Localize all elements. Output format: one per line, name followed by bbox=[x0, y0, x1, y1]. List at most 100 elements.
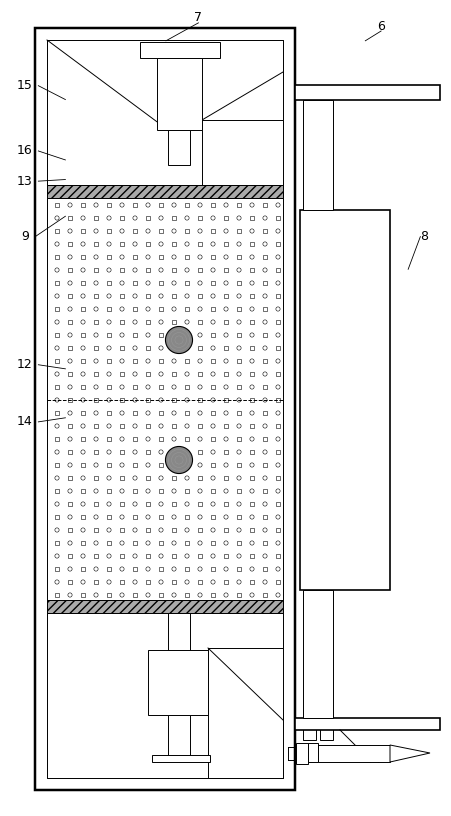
Bar bbox=[93, 242, 98, 246]
Bar bbox=[224, 553, 229, 558]
Bar bbox=[120, 424, 124, 428]
Bar bbox=[198, 320, 202, 325]
Bar bbox=[249, 527, 254, 533]
Bar bbox=[35, 28, 295, 790]
Bar bbox=[146, 215, 151, 220]
Bar bbox=[249, 320, 254, 325]
Bar bbox=[224, 242, 229, 246]
Bar bbox=[211, 255, 216, 259]
Bar bbox=[236, 255, 241, 259]
Bar bbox=[120, 502, 124, 507]
Bar bbox=[249, 371, 254, 376]
Bar bbox=[224, 502, 229, 507]
Bar bbox=[236, 540, 241, 545]
Text: 14: 14 bbox=[17, 415, 32, 428]
Bar bbox=[249, 553, 254, 558]
Bar bbox=[158, 566, 163, 571]
Bar bbox=[276, 345, 281, 351]
Bar bbox=[198, 215, 202, 220]
Bar bbox=[146, 345, 151, 351]
Bar bbox=[106, 384, 111, 389]
Bar bbox=[93, 294, 98, 299]
Bar bbox=[68, 371, 73, 376]
Bar bbox=[171, 242, 176, 246]
Bar bbox=[320, 100, 333, 740]
Bar bbox=[276, 320, 281, 325]
Bar bbox=[303, 100, 316, 740]
Bar bbox=[55, 437, 60, 441]
Bar bbox=[68, 579, 73, 584]
Bar bbox=[146, 268, 151, 273]
Bar bbox=[158, 384, 163, 389]
Bar bbox=[249, 268, 254, 273]
Bar bbox=[146, 579, 151, 584]
Bar bbox=[152, 755, 210, 762]
Text: 16: 16 bbox=[17, 144, 32, 157]
Bar bbox=[81, 489, 86, 494]
Bar bbox=[93, 553, 98, 558]
Bar bbox=[198, 579, 202, 584]
Bar bbox=[106, 358, 111, 363]
Bar bbox=[249, 502, 254, 507]
Bar bbox=[106, 463, 111, 468]
Bar bbox=[249, 215, 254, 220]
Bar bbox=[171, 371, 176, 376]
Bar bbox=[208, 648, 283, 778]
Bar bbox=[184, 463, 189, 468]
Bar bbox=[93, 345, 98, 351]
Bar bbox=[198, 424, 202, 428]
Bar bbox=[262, 228, 267, 233]
Bar bbox=[93, 579, 98, 584]
Bar bbox=[55, 384, 60, 389]
Bar bbox=[224, 215, 229, 220]
Bar bbox=[133, 515, 138, 520]
Bar bbox=[198, 476, 202, 481]
Bar bbox=[236, 307, 241, 312]
Bar bbox=[198, 527, 202, 533]
Bar bbox=[120, 527, 124, 533]
Text: 12: 12 bbox=[17, 358, 32, 371]
Bar bbox=[295, 718, 440, 730]
Bar bbox=[158, 410, 163, 415]
Bar bbox=[211, 540, 216, 545]
Bar bbox=[236, 566, 241, 571]
Bar bbox=[146, 450, 151, 455]
Bar bbox=[158, 515, 163, 520]
Bar bbox=[68, 424, 73, 428]
Bar bbox=[171, 450, 176, 455]
Bar bbox=[276, 371, 281, 376]
Text: 7: 7 bbox=[194, 11, 202, 24]
Bar bbox=[106, 281, 111, 286]
Bar bbox=[158, 332, 163, 338]
Bar bbox=[146, 424, 151, 428]
Bar bbox=[81, 463, 86, 468]
Bar bbox=[171, 424, 176, 428]
Bar bbox=[81, 384, 86, 389]
Bar bbox=[171, 579, 176, 584]
Bar bbox=[81, 592, 86, 597]
Bar bbox=[211, 307, 216, 312]
Bar bbox=[133, 566, 138, 571]
Bar bbox=[55, 489, 60, 494]
Bar bbox=[55, 540, 60, 545]
Bar bbox=[146, 527, 151, 533]
Bar bbox=[158, 540, 163, 545]
Bar bbox=[211, 463, 216, 468]
Bar bbox=[93, 268, 98, 273]
Bar bbox=[120, 242, 124, 246]
Bar bbox=[146, 397, 151, 402]
Bar bbox=[276, 553, 281, 558]
Bar bbox=[236, 202, 241, 207]
Bar bbox=[198, 397, 202, 402]
Bar bbox=[262, 463, 267, 468]
Bar bbox=[81, 515, 86, 520]
Bar bbox=[81, 410, 86, 415]
Bar bbox=[249, 242, 254, 246]
Bar bbox=[168, 715, 190, 755]
Bar bbox=[93, 371, 98, 376]
Bar bbox=[47, 198, 283, 600]
Bar bbox=[211, 332, 216, 338]
Bar bbox=[211, 515, 216, 520]
Bar bbox=[68, 450, 73, 455]
Bar bbox=[68, 476, 73, 481]
